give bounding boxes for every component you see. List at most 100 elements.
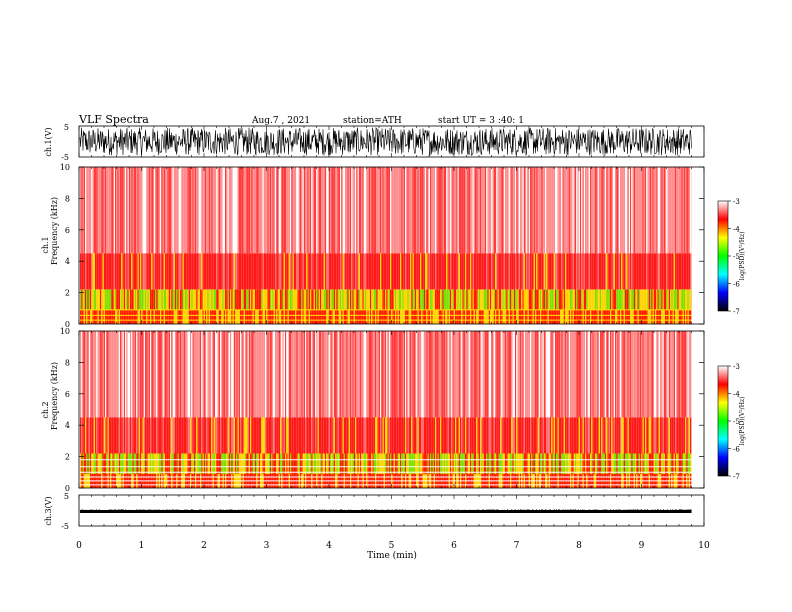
spectrogram-cell bbox=[190, 309, 192, 324]
spectrogram-cell bbox=[653, 253, 655, 290]
spectrogram-cell bbox=[117, 309, 119, 324]
spectrogram-cell bbox=[630, 453, 632, 474]
spectrogram-cell bbox=[135, 289, 137, 310]
spectrogram-cell bbox=[632, 289, 634, 310]
spectrogram-cell bbox=[388, 253, 390, 290]
spectrogram-cell bbox=[272, 417, 274, 454]
spectrogram-cell bbox=[481, 331, 483, 418]
spectrogram-cell bbox=[222, 453, 224, 474]
spectrogram-cell bbox=[251, 167, 253, 254]
spectrogram-cell bbox=[165, 167, 167, 254]
spectrogram-cell bbox=[107, 417, 109, 454]
spectrogram-cell bbox=[252, 453, 254, 474]
spectrogram-cell bbox=[601, 453, 603, 474]
spectrogram-cell bbox=[338, 253, 340, 290]
spectrogram-cell bbox=[585, 309, 587, 324]
spectrogram-cell bbox=[262, 289, 264, 310]
spectrogram-cell bbox=[252, 167, 254, 254]
spectrogram-cell bbox=[375, 417, 377, 454]
spectrogram-cell bbox=[653, 331, 655, 418]
spectrogram-cell bbox=[360, 167, 362, 254]
spectrogram-cell bbox=[343, 253, 345, 290]
spectrogram-cell bbox=[638, 417, 640, 454]
spectrogram-cell bbox=[447, 453, 449, 474]
spectrogram-cell bbox=[573, 167, 575, 254]
spectrogram-cell bbox=[536, 417, 538, 454]
spectrogram-cell bbox=[448, 453, 450, 474]
spectrogram-cell bbox=[572, 453, 574, 474]
spectrogram-cell bbox=[533, 417, 535, 454]
spectrogram-cell bbox=[198, 309, 200, 324]
spectrogram-cell bbox=[257, 167, 259, 254]
spectrogram-cell bbox=[217, 289, 219, 310]
spectrogram-cell bbox=[532, 331, 534, 418]
spectrogram-cell bbox=[387, 309, 389, 324]
spectrogram-cell bbox=[337, 453, 339, 474]
spectrogram-cell bbox=[273, 309, 275, 324]
spectrogram-cell bbox=[151, 453, 153, 474]
spectrogram-cell bbox=[435, 289, 437, 310]
spectrogram-cell bbox=[593, 309, 595, 324]
spectrogram-cell bbox=[353, 331, 355, 418]
spectrogram-cell bbox=[150, 253, 152, 290]
spectrogram-cell bbox=[651, 309, 653, 324]
spectrogram-cell bbox=[403, 417, 405, 454]
spectrogram-cell bbox=[487, 417, 489, 454]
spectrogram-cell bbox=[661, 289, 663, 310]
spectrogram-cell bbox=[501, 331, 503, 418]
spectrogram-cell bbox=[236, 289, 238, 310]
spectrogram-cell bbox=[498, 453, 500, 474]
spectrogram-cell bbox=[656, 309, 658, 324]
time-axis-label: Time (min) bbox=[367, 550, 417, 561]
spectrogram-cell bbox=[441, 309, 443, 324]
frequency-tick-label: 8 bbox=[65, 194, 70, 203]
spectrogram-cell bbox=[432, 331, 434, 418]
spectrogram-cell bbox=[658, 417, 660, 454]
spectrogram-cell bbox=[472, 309, 474, 324]
spectrogram-cell bbox=[240, 167, 242, 254]
spectrogram-cell bbox=[165, 453, 167, 474]
spectrogram-cell bbox=[283, 453, 285, 474]
spectrogram-cell bbox=[231, 309, 233, 324]
spectrogram-cell bbox=[277, 253, 279, 290]
spectrogram-cell bbox=[465, 167, 467, 254]
spectrogram-cell bbox=[493, 331, 495, 418]
spectrogram-cell bbox=[101, 289, 103, 310]
spectrogram-cell bbox=[422, 331, 424, 418]
spectrogram-cell bbox=[197, 417, 199, 454]
spectrogram-cell bbox=[306, 417, 308, 454]
spectrogram-cell bbox=[111, 453, 113, 474]
spectrogram-cell bbox=[538, 167, 540, 254]
spectrogram-cell bbox=[628, 331, 630, 418]
spectrogram-cell bbox=[686, 253, 688, 290]
spectrogram-cell bbox=[256, 331, 258, 418]
spectrogram-cell bbox=[113, 253, 115, 290]
spectrogram-cell bbox=[616, 289, 618, 310]
spectrogram-cell bbox=[156, 253, 158, 290]
spectrogram-cell bbox=[431, 453, 433, 474]
spectrogram-cell bbox=[247, 309, 249, 324]
spectrogram-cell bbox=[333, 253, 335, 290]
spectrogram-cell bbox=[620, 453, 622, 474]
spectrogram-cell bbox=[141, 331, 143, 418]
spectrogram-cell bbox=[658, 253, 660, 290]
spectrogram-cell bbox=[373, 167, 375, 254]
spectrogram-cell bbox=[276, 289, 278, 310]
spectrogram-cell bbox=[176, 167, 178, 254]
spectrogram-cell bbox=[130, 253, 132, 290]
spectrogram-cell bbox=[178, 253, 180, 290]
spectrogram-cell bbox=[402, 417, 404, 454]
spectrogram-cell bbox=[83, 453, 85, 474]
spectrogram-cell bbox=[565, 453, 567, 474]
spectrogram-cell bbox=[305, 167, 307, 254]
spectrogram-cell bbox=[272, 309, 274, 324]
spectrogram-cell bbox=[178, 331, 180, 418]
spectrogram-cell bbox=[208, 417, 210, 454]
spectrogram-cell bbox=[266, 453, 268, 474]
spectrogram-cell bbox=[143, 417, 145, 454]
spectrogram-cell bbox=[200, 253, 202, 290]
spectrogram-cell bbox=[112, 289, 114, 310]
spectrogram-cell bbox=[348, 289, 350, 310]
spectrogram-cell bbox=[342, 417, 344, 454]
spectrogram-cell bbox=[160, 309, 162, 324]
